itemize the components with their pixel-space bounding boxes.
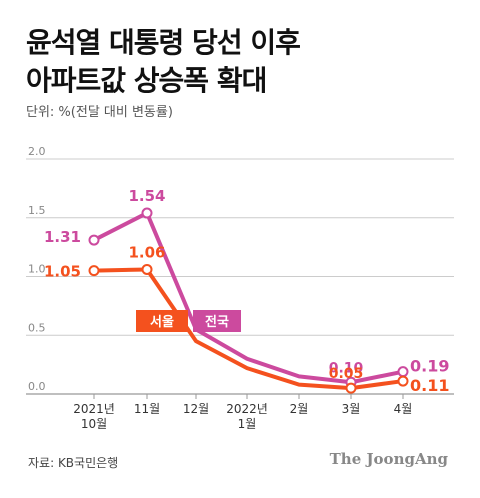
data-label: 0.19 xyxy=(410,357,449,376)
y-tick-label: 2.0 xyxy=(28,145,46,158)
x-tick-label: 3월 xyxy=(342,402,361,416)
y-tick-label: 1.5 xyxy=(28,204,46,217)
brand-logo: The JoongAng xyxy=(329,450,448,468)
x-tick-label: 2022년 1월 xyxy=(226,402,268,431)
y-tick-label: 1.0 xyxy=(28,263,46,276)
x-tick-label: 4월 xyxy=(394,402,413,416)
y-tick-label: 0.0 xyxy=(28,380,46,393)
series-tag-bg xyxy=(193,310,241,332)
x-tick-label: 11월 xyxy=(134,402,160,416)
x-tick-label: 2021년 10월 xyxy=(73,402,115,431)
x-tick-label: 2월 xyxy=(290,402,309,416)
data-label: 1.06 xyxy=(128,243,165,261)
title-line-2: 아파트값 상승폭 확대 xyxy=(26,64,267,97)
data-point xyxy=(397,366,409,378)
series-tag-bg xyxy=(136,310,188,332)
series-line-전국 xyxy=(92,211,405,385)
y-tick-label: 0.5 xyxy=(28,321,46,334)
data-label: 0.05 xyxy=(329,366,364,382)
data-point xyxy=(141,207,153,219)
data-label: 1.31 xyxy=(44,228,81,246)
data-label: 0.11 xyxy=(410,376,449,395)
source-note: 자료: KB국민은행 xyxy=(28,456,119,470)
series-tag-label: 서울 xyxy=(150,314,174,330)
data-point xyxy=(88,234,100,246)
data-label: 0.10 xyxy=(329,360,364,376)
data-point xyxy=(141,263,153,275)
unit-label: 단위: %(전달 대비 변동률) xyxy=(26,105,173,120)
chart-title: 윤석열 대통령 당선 이후 아파트값 상승폭 확대 xyxy=(26,24,301,100)
series-tag-label: 전국 xyxy=(205,314,229,330)
data-point xyxy=(397,375,409,387)
title-line-1: 윤석열 대통령 당선 이후 xyxy=(26,26,301,59)
data-point xyxy=(345,382,357,394)
data-label: 1.05 xyxy=(44,263,81,281)
x-tick-label: 12월 xyxy=(183,402,209,416)
data-label: 1.54 xyxy=(128,187,165,205)
data-point xyxy=(88,265,100,277)
